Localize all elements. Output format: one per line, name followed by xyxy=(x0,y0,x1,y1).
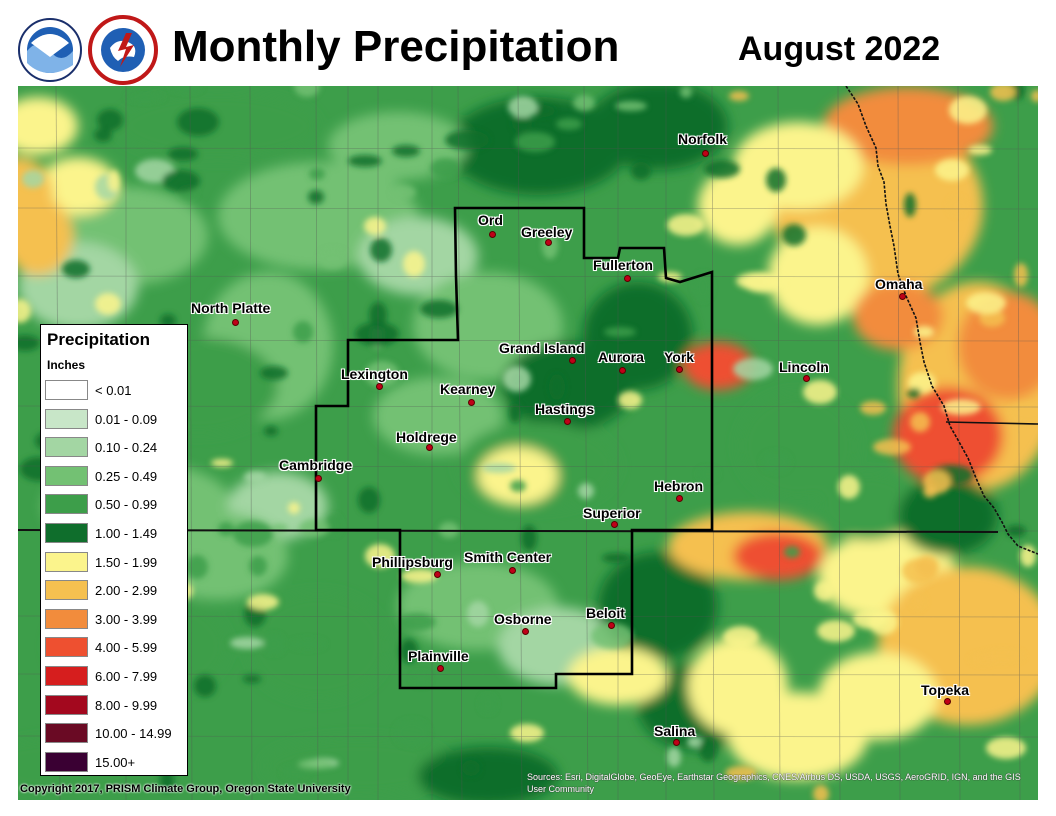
legend-label: 0.01 - 0.09 xyxy=(95,411,158,427)
legend-swatch xyxy=(45,751,88,772)
legend-title: Precipitation xyxy=(47,330,150,349)
legend-label: 2.00 - 2.99 xyxy=(95,583,158,599)
city-marker xyxy=(434,571,441,578)
legend-label: 15.00+ xyxy=(95,754,136,770)
legend-item: 0.01 - 0.09 xyxy=(45,408,185,430)
city-label: Smith Center xyxy=(464,549,552,565)
city-label: Kearney xyxy=(440,381,496,397)
legend-item: 8.00 - 9.99 xyxy=(45,694,185,716)
city-label: Topeka xyxy=(921,682,969,698)
legend-swatch xyxy=(45,694,88,715)
city-label: Norfolk xyxy=(678,131,727,147)
city-label: Lexington xyxy=(341,366,408,382)
city-marker xyxy=(315,475,322,482)
legend-item: 4.00 - 5.99 xyxy=(45,637,185,658)
legend-swatch xyxy=(45,723,88,744)
city-label: Plainville xyxy=(408,648,469,664)
legend-label: 3.00 - 3.99 xyxy=(95,611,158,627)
basemap-credits: Sources: Esri, DigitalGlobe, GeoEye, Ear… xyxy=(527,772,1021,794)
city-label: Cambridge xyxy=(279,457,353,473)
legend-label: 4.00 - 5.99 xyxy=(95,640,158,656)
legend-item: 6.00 - 7.99 xyxy=(45,666,185,687)
legend-swatch xyxy=(45,380,88,400)
legend-swatch xyxy=(45,608,88,629)
legend-label: 1.50 - 1.99 xyxy=(95,554,158,570)
city-label: York xyxy=(664,349,695,365)
legend-item: < 0.01 xyxy=(45,380,185,401)
legend-label: 0.50 - 0.99 xyxy=(95,497,158,513)
city-label: Ord xyxy=(478,212,503,228)
legend-units: Inches xyxy=(47,358,86,372)
city-label: Hastings xyxy=(535,401,595,417)
city-label: Aurora xyxy=(598,349,644,365)
legend-label: 8.00 - 9.99 xyxy=(95,697,158,713)
legend: Precipitation Inches < 0.01 0.01 - 0.09 0.… xyxy=(40,324,188,776)
city-label: Omaha xyxy=(875,276,923,292)
legend-label: < 0.01 xyxy=(95,383,132,398)
city-label: Salina xyxy=(654,723,696,739)
legend-label: 6.00 - 7.99 xyxy=(95,669,158,684)
legend-item: 0.50 - 0.99 xyxy=(45,494,185,515)
city-marker xyxy=(376,383,383,390)
city-marker xyxy=(676,366,683,373)
city-marker xyxy=(468,399,475,406)
legend-item: 0.25 - 0.49 xyxy=(45,465,185,487)
city-marker xyxy=(545,239,552,246)
city-label: North Platte xyxy=(191,300,271,316)
city-label: Phillipsburg xyxy=(372,554,453,570)
legend-item: 1.50 - 1.99 xyxy=(45,551,185,573)
city-label: Beloit xyxy=(586,605,625,621)
city-marker xyxy=(803,375,810,382)
legend-swatch xyxy=(45,551,88,572)
city-label: Hebron xyxy=(654,478,703,494)
legend-label: 1.00 - 1.49 xyxy=(95,526,158,541)
city-marker xyxy=(673,739,680,746)
legend-label: 10.00 - 14.99 xyxy=(95,726,172,742)
legend-item: 3.00 - 3.99 xyxy=(45,608,185,630)
map-title: Monthly Precipitation xyxy=(172,22,620,71)
legend-label: 0.10 - 0.24 xyxy=(95,440,158,456)
city-marker xyxy=(509,567,516,574)
city-label: Grand Island xyxy=(499,340,585,356)
city-marker xyxy=(676,495,683,502)
legend-item: 10.00 - 14.99 xyxy=(45,723,185,744)
legend-item: 2.00 - 2.99 xyxy=(45,580,185,601)
legend-item: 15.00+ xyxy=(45,751,185,773)
legend-swatch xyxy=(45,637,88,658)
city-marker xyxy=(944,698,951,705)
city-marker xyxy=(569,357,576,364)
city-label: Lincoln xyxy=(779,359,829,375)
legend-swatch xyxy=(45,465,88,486)
city-label: Fullerton xyxy=(593,257,653,273)
copyright-text: Copyright 2017, PRISM Climate Group, Ore… xyxy=(20,783,351,795)
city-marker xyxy=(437,665,444,672)
legend-swatch xyxy=(45,580,88,601)
legend-swatch xyxy=(45,523,88,543)
city-marker xyxy=(702,150,709,157)
city-marker xyxy=(608,622,615,629)
city-marker xyxy=(611,521,618,528)
legend-swatch xyxy=(45,408,88,429)
city-marker xyxy=(619,367,626,374)
city-marker xyxy=(489,231,496,238)
legend-swatch xyxy=(45,666,88,686)
city-marker xyxy=(522,628,529,635)
city-marker xyxy=(899,293,906,300)
city-marker xyxy=(624,275,631,282)
city-label: Greeley xyxy=(521,224,573,240)
legend-item: 0.10 - 0.24 xyxy=(45,437,185,458)
legend-label: 0.25 - 0.49 xyxy=(95,468,158,484)
noaa-logo xyxy=(17,17,83,88)
city-label: Holdrege xyxy=(396,429,457,445)
city-marker xyxy=(564,418,571,425)
legend-swatch xyxy=(45,494,88,515)
legend-swatch xyxy=(45,437,88,458)
map-period: August 2022 xyxy=(738,30,941,68)
nws-logo xyxy=(88,15,158,90)
city-label: Superior xyxy=(583,505,641,521)
city-marker xyxy=(426,444,433,451)
city-label: Osborne xyxy=(494,611,552,627)
legend-item: 1.00 - 1.49 xyxy=(45,523,185,544)
city-marker xyxy=(232,319,239,326)
